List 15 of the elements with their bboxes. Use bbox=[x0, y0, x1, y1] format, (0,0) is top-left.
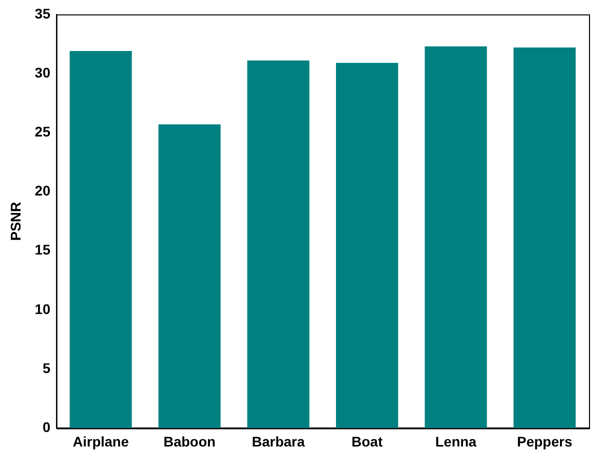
y-tick-label: 20 bbox=[34, 182, 51, 199]
x-tick-label: Peppers bbox=[516, 433, 572, 450]
y-tick-label: 5 bbox=[42, 360, 51, 376]
y-axis-title: PSNR bbox=[7, 202, 24, 241]
x-tick-label: Lenna bbox=[435, 433, 477, 450]
x-tick-label: Boat bbox=[352, 433, 383, 450]
y-tick-label: 30 bbox=[34, 64, 51, 80]
x-tick-label: Barbara bbox=[252, 433, 305, 450]
x-tick-label: Baboon bbox=[163, 433, 216, 450]
y-tick-label: 25 bbox=[34, 123, 51, 140]
x-tick-label: Airplane bbox=[72, 433, 129, 450]
y-tick-label: 10 bbox=[34, 300, 51, 317]
y-tick-label: 0 bbox=[42, 419, 51, 436]
y-tick-label: 15 bbox=[34, 242, 51, 258]
y-tick-label: 35 bbox=[34, 5, 51, 22]
